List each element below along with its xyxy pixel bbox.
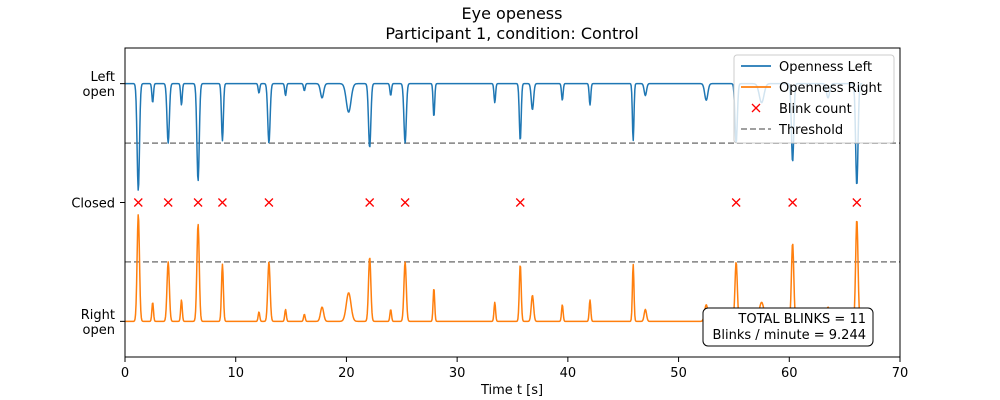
legend: Openness Left Openness Right Blink count Th… xyxy=(733,54,895,144)
x-tick-label: 70 xyxy=(892,366,909,381)
y-tick-label: Closed xyxy=(71,197,115,212)
x-tick-label: 0 xyxy=(121,366,129,381)
legend-label-1: Openness Left xyxy=(779,60,872,75)
legend-label-4: Threshold xyxy=(778,123,843,138)
chart-subtitle: Participant 1, condition: Control xyxy=(385,24,638,43)
blinks-per-minute-text: Blinks / minute = 9.244 xyxy=(712,328,866,343)
blink-marker-7 xyxy=(400,198,410,207)
x-tick-label: 50 xyxy=(670,366,687,381)
blink-marker-2 xyxy=(163,198,173,207)
series-line-right xyxy=(124,214,863,323)
blink-marker-9 xyxy=(731,198,741,207)
x-tick-label: 40 xyxy=(560,366,577,381)
y-tick-label: Right xyxy=(81,308,115,323)
y-tick-label: open xyxy=(83,85,115,100)
summary-frame xyxy=(702,307,874,347)
blink-marker-4 xyxy=(217,198,227,207)
y-tick-label: Left xyxy=(91,70,115,85)
legend-swatch-3 xyxy=(751,103,761,113)
y-tick-label: open xyxy=(83,323,115,338)
blink-marker-5 xyxy=(264,198,274,207)
blink-marker-8 xyxy=(515,198,525,207)
legend-label-2: Openness Right xyxy=(779,81,882,96)
blink-marker-11 xyxy=(852,198,862,207)
legend-label-3: Blink count xyxy=(779,102,852,117)
x-axis-label: Time t [s] xyxy=(480,383,543,398)
x-tick-label: 20 xyxy=(338,366,355,381)
blink-marker-3 xyxy=(193,198,203,207)
blink-marker-1 xyxy=(133,198,143,207)
x-tick-label: 10 xyxy=(227,366,244,381)
total-blinks-text: TOTAL BLINKS = 11 xyxy=(737,312,866,327)
blink-marker-10 xyxy=(788,198,798,207)
x-tick-label: 30 xyxy=(449,366,466,381)
blink-marker-6 xyxy=(365,198,375,207)
x-tick-label: 60 xyxy=(781,366,798,381)
legend-frame xyxy=(733,54,895,144)
blink-summary-box: TOTAL BLINKS = 11 Blinks / minute = 9.24… xyxy=(702,307,874,347)
chart-title: Eye openess xyxy=(462,4,563,23)
